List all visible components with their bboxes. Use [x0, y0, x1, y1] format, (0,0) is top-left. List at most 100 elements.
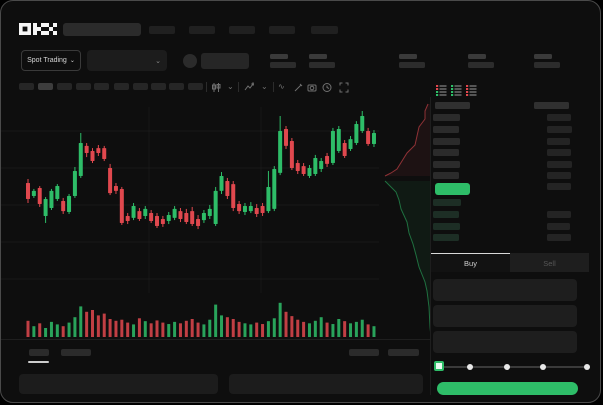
- interval-button[interactable]: [76, 83, 91, 90]
- bottom-tab[interactable]: [388, 349, 419, 356]
- candle-body: [201, 213, 206, 221]
- book-bids-icon[interactable]: [451, 83, 462, 96]
- interval-button[interactable]: [38, 83, 53, 90]
- candle-body: [78, 143, 83, 176]
- indicators-icon[interactable]: [244, 82, 255, 96]
- ask-price[interactable]: [433, 138, 460, 145]
- ask-price[interactable]: [433, 172, 459, 179]
- ask-price[interactable]: [433, 126, 459, 133]
- candle-body: [84, 145, 89, 153]
- volume-bar: [32, 326, 36, 337]
- candle-body: [125, 215, 130, 221]
- nav-item[interactable]: [149, 26, 175, 34]
- candle-body: [143, 208, 148, 216]
- order-input-field[interactable]: [433, 331, 577, 353]
- book-asks-icon[interactable]: [466, 83, 477, 96]
- draw-icon[interactable]: [293, 82, 303, 96]
- candle-body: [207, 208, 212, 216]
- candlestick-chart: [1, 103, 431, 338]
- search-input[interactable]: [63, 23, 141, 36]
- volume-bar: [85, 311, 89, 337]
- trade-tabs: Buy Sell: [431, 253, 589, 272]
- ask-price[interactable]: [433, 114, 460, 121]
- slider-stop[interactable]: [467, 364, 473, 370]
- chevron-down-icon: ⌄: [155, 57, 161, 65]
- volume-bar: [214, 304, 218, 337]
- chart-type-icon[interactable]: [211, 82, 221, 96]
- bid-price[interactable]: [433, 211, 459, 218]
- bottom-tab[interactable]: [29, 349, 49, 356]
- camera-icon[interactable]: [307, 82, 317, 96]
- ask-price[interactable]: [433, 149, 459, 156]
- bottom-tab[interactable]: [61, 349, 91, 356]
- volume-bar: [26, 320, 30, 337]
- nav-item[interactable]: [269, 26, 295, 34]
- volume-bar: [261, 324, 265, 337]
- nav-item[interactable]: [311, 26, 338, 34]
- chevron-down-icon[interactable]: ⌄: [261, 82, 268, 91]
- bid-price[interactable]: [433, 234, 459, 241]
- nav-item[interactable]: [229, 26, 255, 34]
- candle-body: [319, 161, 324, 169]
- candle-body: [108, 168, 113, 194]
- market-type-selector[interactable]: Spot Trading ⌄: [21, 50, 81, 71]
- settings-icon[interactable]: [322, 82, 332, 96]
- slider-stop[interactable]: [584, 364, 590, 370]
- order-input-field[interactable]: [433, 305, 577, 327]
- depth-bids-line: [384, 180, 431, 338]
- interval-button[interactable]: [94, 83, 109, 90]
- panel-divider: [430, 97, 431, 395]
- last-price-badge[interactable]: [435, 183, 470, 195]
- volume-bar: [114, 320, 118, 337]
- interval-button[interactable]: [114, 83, 129, 90]
- amount-slider-track[interactable]: [441, 366, 587, 368]
- slider-stop[interactable]: [540, 364, 546, 370]
- volume-bar: [67, 322, 71, 337]
- orderbook-header-amount: [534, 102, 569, 109]
- tab-buy[interactable]: Buy: [431, 253, 510, 272]
- volume-bar: [302, 321, 306, 337]
- volume-bar: [307, 323, 311, 337]
- volume-bar: [96, 315, 100, 337]
- interval-button[interactable]: [133, 83, 148, 90]
- interval-button[interactable]: [169, 83, 184, 90]
- nav-item[interactable]: [189, 26, 215, 34]
- okx-logo[interactable]: [19, 22, 57, 36]
- interval-button[interactable]: [151, 83, 166, 90]
- interval-button[interactable]: [188, 83, 203, 90]
- order-input-field[interactable]: [433, 279, 577, 301]
- bottom-panel-placeholder: [19, 374, 218, 394]
- volume-bar: [349, 323, 353, 337]
- bottom-tab[interactable]: [349, 349, 379, 356]
- ask-amount: [547, 126, 572, 133]
- volume-bar: [249, 324, 253, 337]
- line-tool-icon[interactable]: ∿: [278, 82, 285, 91]
- volume-bar: [61, 326, 65, 337]
- candle-body: [366, 130, 371, 144]
- candle-body: [342, 143, 347, 156]
- interval-button[interactable]: [57, 83, 72, 90]
- stat-value-placeholder: [309, 62, 335, 68]
- candle-body: [237, 204, 242, 212]
- bid-price[interactable]: [433, 199, 461, 206]
- volume-bar: [366, 324, 370, 337]
- chevron-down-icon[interactable]: ⌄: [227, 82, 234, 91]
- interval-button[interactable]: [19, 83, 34, 90]
- amount-slider-handle[interactable]: [434, 361, 444, 371]
- book-combined-icon[interactable]: [436, 83, 447, 96]
- tab-sell[interactable]: Sell: [510, 253, 589, 272]
- stat-label-placeholder: [309, 54, 327, 59]
- candle-body: [213, 190, 218, 225]
- candle-body: [330, 130, 335, 164]
- fullscreen-icon[interactable]: [339, 82, 349, 96]
- pair-selector-dropdown[interactable]: ⌄: [87, 50, 167, 71]
- volume-bar: [220, 315, 224, 337]
- volume-bar: [155, 320, 159, 337]
- buy-submit-button[interactable]: [437, 382, 578, 395]
- slider-stop[interactable]: [504, 364, 510, 370]
- ask-amount: [547, 161, 572, 168]
- ask-price[interactable]: [433, 161, 460, 168]
- candle-body: [102, 148, 107, 160]
- bid-price[interactable]: [433, 223, 460, 230]
